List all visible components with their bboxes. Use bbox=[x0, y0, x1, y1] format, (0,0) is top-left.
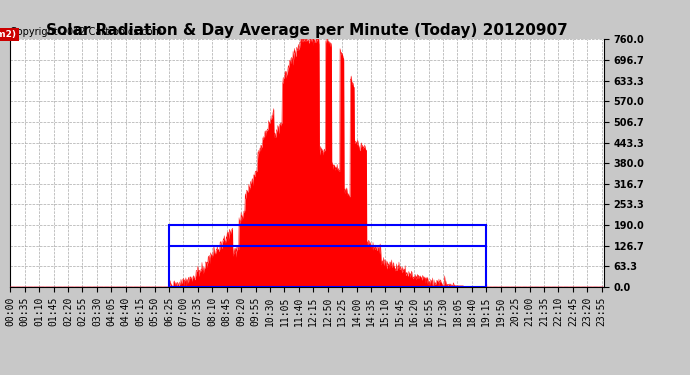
Text: Copyright 2012 Cartronics.com: Copyright 2012 Cartronics.com bbox=[10, 27, 162, 37]
Bar bbox=[169, 225, 486, 287]
Title: Solar Radiation & Day Average per Minute (Today) 20120907: Solar Radiation & Day Average per Minute… bbox=[46, 23, 568, 38]
Text: Radiation  (W/m2): Radiation (W/m2) bbox=[0, 30, 17, 39]
